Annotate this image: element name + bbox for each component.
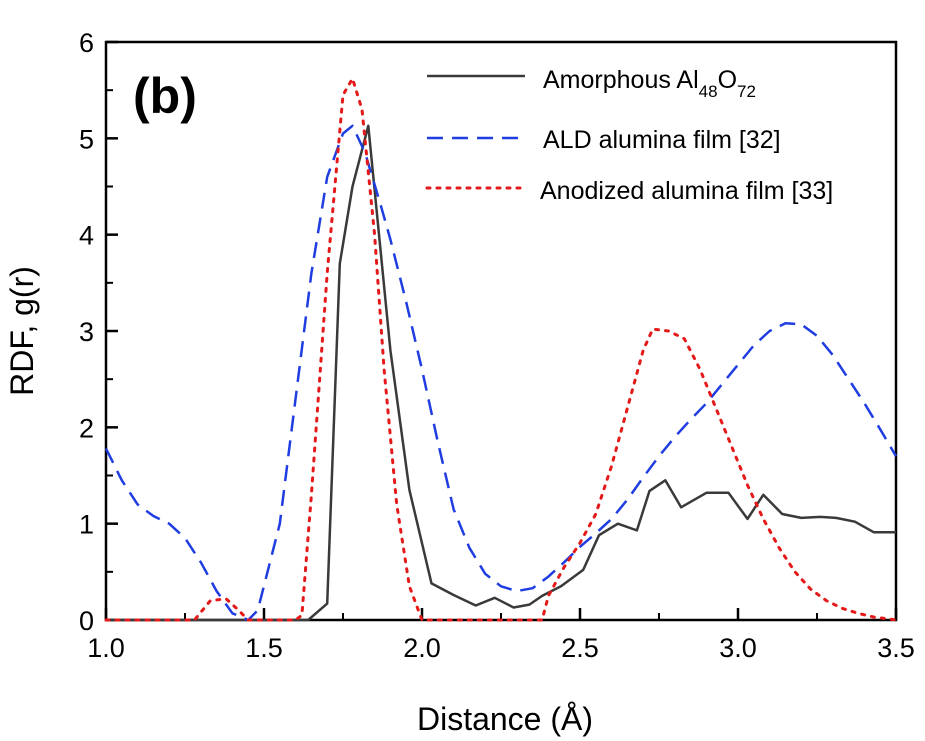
x-tick-label: 3.0 [719, 633, 757, 663]
y-tick-label: 6 [79, 28, 94, 58]
legend-label-anodized: Anodized alumina film [33] [540, 177, 833, 205]
axis-ticks: 1.0 1.5 2.0 2.5 3.0 3.5 0 1 2 3 4 5 6 [79, 28, 915, 663]
x-tick-label: 1.5 [245, 633, 283, 663]
legend-amorphous-mid: O [718, 66, 737, 94]
x-tick-label: 2.0 [403, 633, 441, 663]
series-group [104, 77, 898, 622]
y-tick-label: 0 [79, 606, 94, 636]
series-ald-line [104, 124, 898, 622]
legend: Amorphous Al48O72 ALD alumina film [32] … [425, 66, 833, 205]
y-tick-label: 4 [79, 221, 94, 251]
x-tick-label: 1.0 [87, 633, 125, 663]
legend-label-amorphous: Amorphous Al48O72 [543, 66, 756, 101]
y-tick-label: 3 [79, 317, 94, 347]
y-tick-label: 5 [79, 124, 94, 154]
x-axis-label: Distance (Å) [417, 701, 593, 737]
legend-label-ald: ALD alumina film [32] [543, 126, 781, 154]
legend-amorphous-sub1: 48 [699, 82, 718, 101]
x-tick-label: 3.5 [877, 633, 915, 663]
x-tick-label: 2.5 [561, 633, 599, 663]
y-axis-label: RDF, g(r) [4, 266, 40, 396]
panel-label: (b) [133, 68, 197, 124]
y-tick-label: 1 [79, 510, 94, 540]
legend-amorphous-base: Amorphous Al [543, 66, 699, 94]
series-anodized-line [104, 77, 898, 622]
legend-amorphous-sub2: 72 [737, 82, 756, 101]
y-tick-label: 2 [79, 413, 94, 443]
